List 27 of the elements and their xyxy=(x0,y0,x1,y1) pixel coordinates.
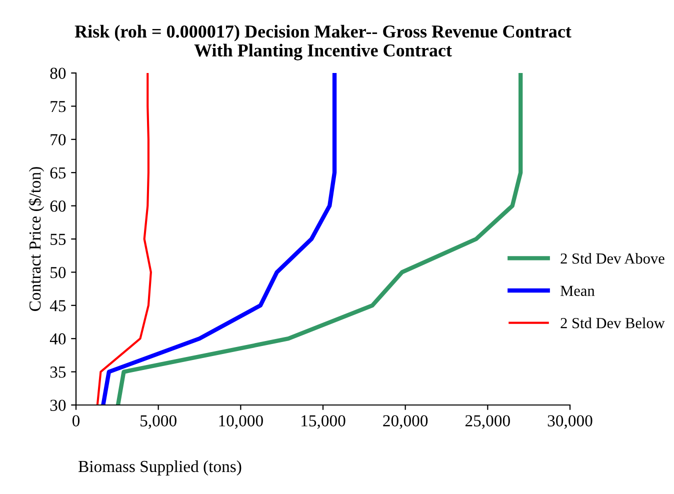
x-tick-label: 30,000 xyxy=(548,415,592,429)
y-axis-title: Contract Price ($/ton) xyxy=(28,167,44,311)
x-tick-label: 25,000 xyxy=(465,415,510,429)
chart-title: Risk (roh = 0.000017) Decision Maker-- Gross Revenue Contract With Planting Incentive Contract xyxy=(74,24,572,60)
y-tick-label: 55 xyxy=(50,234,66,245)
y-tick-label: 50 xyxy=(50,266,66,278)
legend-label: Mean xyxy=(560,286,595,296)
y-tick-label: 65 xyxy=(50,167,66,179)
x-tick-label: 20,000 xyxy=(383,415,428,429)
line-series xyxy=(96,73,152,405)
legend-label: 2 Std Dev Below xyxy=(560,318,665,328)
x-tick-label: 5,000 xyxy=(140,415,176,429)
y-tick-label: 75 xyxy=(50,101,66,112)
y-tick-label: 80 xyxy=(50,68,66,79)
y-tick-label: 60 xyxy=(50,200,66,212)
legend-label: 2 Std Dev Above xyxy=(560,252,664,264)
x-axis-title: Biomass Supplied (tons) xyxy=(78,460,242,476)
x-tick-label: 10,000 xyxy=(219,415,263,429)
y-tick-label: 45 xyxy=(50,300,66,312)
line-series xyxy=(101,73,337,405)
y-tick-label: 35 xyxy=(50,366,66,378)
y-tick-label: 70 xyxy=(50,134,66,146)
y-tick-label: 40 xyxy=(50,333,66,345)
y-tick-label: 30 xyxy=(50,400,66,411)
line-series xyxy=(116,73,523,405)
x-tick-label: 0 xyxy=(72,415,80,426)
x-tick-label: 15,000 xyxy=(302,415,346,429)
